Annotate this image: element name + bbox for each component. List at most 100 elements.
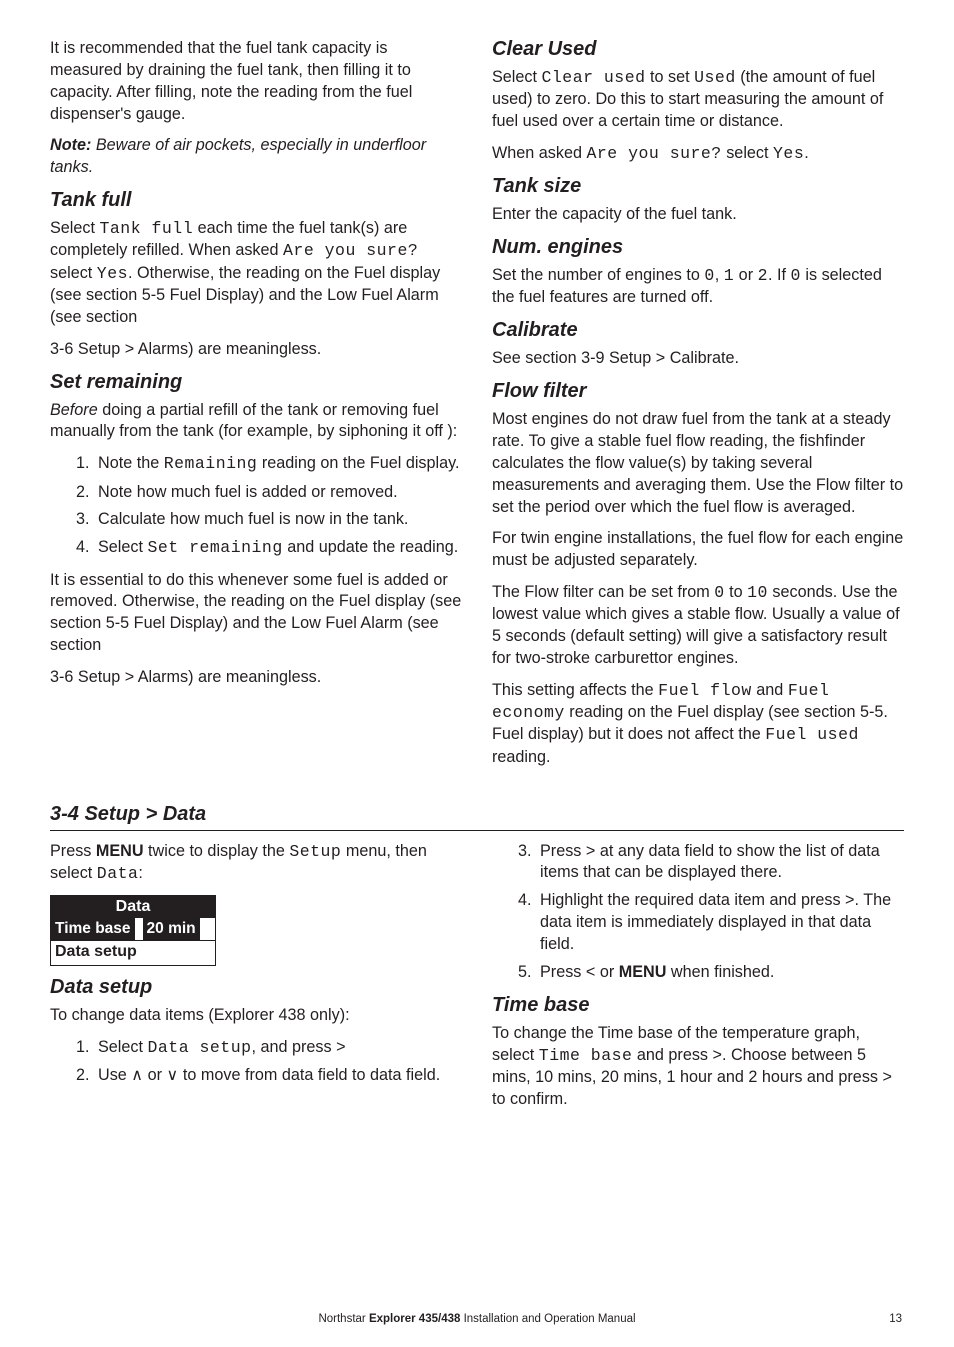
list-item: Press < or MENU when finished. xyxy=(536,962,904,984)
code: Remaining xyxy=(164,454,258,473)
text: The Flow filter can be set from xyxy=(492,583,714,601)
intro-paragraph: It is recommended that the fuel tank cap… xyxy=(50,38,462,125)
tank-size-p: Enter the capacity of the fuel tank. xyxy=(492,204,904,226)
set-remaining-list: Note the Remaining reading on the Fuel d… xyxy=(94,453,462,559)
list-item: Highlight the required data item and pre… xyxy=(536,890,904,956)
data-box-title: Data xyxy=(51,896,215,918)
flow-filter-p1: Most engines do not draw fuel from the t… xyxy=(492,409,904,518)
tank-full-p2: 3-6 Setup > Alarms) are meaningless. xyxy=(50,339,462,361)
set-remaining-after1: It is essential to do this whenever some… xyxy=(50,570,462,657)
text-italic: Before xyxy=(50,401,98,419)
text: reading. xyxy=(492,748,551,766)
code: Are you sure? xyxy=(283,241,418,260)
code: 10 xyxy=(747,583,768,602)
timebase-label: Time base xyxy=(51,918,135,940)
calibrate-heading: Calibrate xyxy=(492,319,904,342)
left-arrow-icon: < xyxy=(586,963,595,981)
data-setup-heading: Data setup xyxy=(50,976,462,999)
text: doing a partial refill of the tank or re… xyxy=(50,401,457,441)
list-item: Use ∧ or ∨ to move from data field to da… xyxy=(94,1065,462,1087)
flow-filter-p2: For twin engine installations, the fuel … xyxy=(492,528,904,572)
list-item: Note how much fuel is added or removed. xyxy=(94,482,462,504)
text: when finished. xyxy=(666,963,774,981)
num-engines-p: Set the number of engines to 0, 1 or 2. … xyxy=(492,265,904,309)
section-3-4-columns: Press MENU twice to display the Setup me… xyxy=(50,841,904,1121)
data-menu-box: Data Time base 20 min Data setup xyxy=(50,895,216,966)
code: Clear used xyxy=(542,68,646,87)
time-base-p: To change the Time base of the temperatu… xyxy=(492,1023,904,1111)
text: . xyxy=(804,144,809,162)
code: Yes xyxy=(773,144,804,163)
data-box-row-timebase: Time base 20 min xyxy=(51,918,215,941)
text: or xyxy=(734,266,757,284)
text: to set xyxy=(646,68,695,86)
left-column: It is recommended that the fuel tank cap… xyxy=(50,38,462,779)
list-item: Calculate how much fuel is now in the ta… xyxy=(94,509,462,531)
text: select xyxy=(722,144,773,162)
timebase-value: 20 min xyxy=(143,918,200,940)
text: Press xyxy=(540,963,586,981)
code: 0 xyxy=(704,266,714,285)
clear-used-p1: Select Clear used to set Used (the amoun… xyxy=(492,67,904,133)
code: Setup xyxy=(289,842,341,861)
text: Installation and Operation Manual xyxy=(460,1313,635,1325)
code: Set remaining xyxy=(148,538,283,557)
text: . If xyxy=(768,266,791,284)
right-arrow-icon: > xyxy=(586,842,595,860)
set-remaining-intro: Before doing a partial refill of the tan… xyxy=(50,400,462,444)
tank-size-heading: Tank size xyxy=(492,175,904,198)
text: Note the xyxy=(98,454,164,472)
code: 1 xyxy=(724,266,734,285)
text: to move from data field to data field. xyxy=(178,1066,440,1084)
code: 2 xyxy=(758,266,768,285)
text: to confirm. xyxy=(492,1090,568,1108)
text: Press xyxy=(50,842,96,860)
down-arrow-icon: ∨ xyxy=(167,1066,179,1084)
code: Data setup xyxy=(148,1038,252,1057)
text: Northstar xyxy=(318,1313,369,1325)
page-number: 13 xyxy=(889,1313,902,1325)
text: twice to display the xyxy=(144,842,290,860)
clear-used-p2: When asked Are you sure? select Yes. xyxy=(492,143,904,165)
text: Select xyxy=(50,219,100,237)
clear-used-heading: Clear Used xyxy=(492,38,904,61)
upper-columns: It is recommended that the fuel tank cap… xyxy=(50,38,904,779)
flow-filter-p3: The Flow filter can be set from 0 to 10 … xyxy=(492,582,904,670)
data-box-row-setup: Data setup xyxy=(51,941,215,965)
right-arrow-icon: > xyxy=(845,891,854,909)
list-item: Note the Remaining reading on the Fuel d… xyxy=(94,453,462,475)
note-label: Note: xyxy=(50,136,91,154)
section-3-4-right: Press > at any data field to show the li… xyxy=(492,841,904,1121)
code: Tank full xyxy=(100,219,194,238)
right-arrow-icon: > xyxy=(336,1038,345,1056)
note-paragraph: Note: Beware of air pockets, especially … xyxy=(50,135,462,179)
code: Used xyxy=(694,68,736,87)
text: : xyxy=(138,864,143,882)
text: When asked xyxy=(492,144,586,162)
tank-full-heading: Tank full xyxy=(50,189,462,212)
time-base-heading: Time base xyxy=(492,994,904,1017)
text: and press xyxy=(632,1046,712,1064)
list-item: Press > at any data field to show the li… xyxy=(536,841,904,885)
text: , and press xyxy=(252,1038,337,1056)
tank-full-p1: Select Tank full each time the fuel tank… xyxy=(50,218,462,329)
calibrate-p: See section 3-9 Setup > Calibrate. xyxy=(492,348,904,370)
code: Fuel flow xyxy=(658,681,752,700)
text: Highlight the required data item and pre… xyxy=(540,891,845,909)
menu-key: MENU xyxy=(96,842,144,860)
text: Press xyxy=(540,842,586,860)
text: select xyxy=(50,264,97,282)
text: , xyxy=(715,266,724,284)
right-arrow-icon: > xyxy=(883,1068,892,1086)
text: Select xyxy=(98,538,148,556)
code: Yes xyxy=(97,264,128,283)
code: Time base xyxy=(539,1046,633,1065)
note-text: Beware of air pockets, especially in und… xyxy=(50,136,426,176)
text: Select xyxy=(98,1038,148,1056)
data-setup-intro: To change data items (Explorer 438 only)… xyxy=(50,1005,462,1027)
text: and update the reading. xyxy=(283,538,459,556)
code: Data xyxy=(97,864,139,883)
num-engines-heading: Num. engines xyxy=(492,236,904,259)
section-3-4-heading: 3-4 Setup > Data xyxy=(50,803,904,831)
code: Fuel used xyxy=(765,725,859,744)
